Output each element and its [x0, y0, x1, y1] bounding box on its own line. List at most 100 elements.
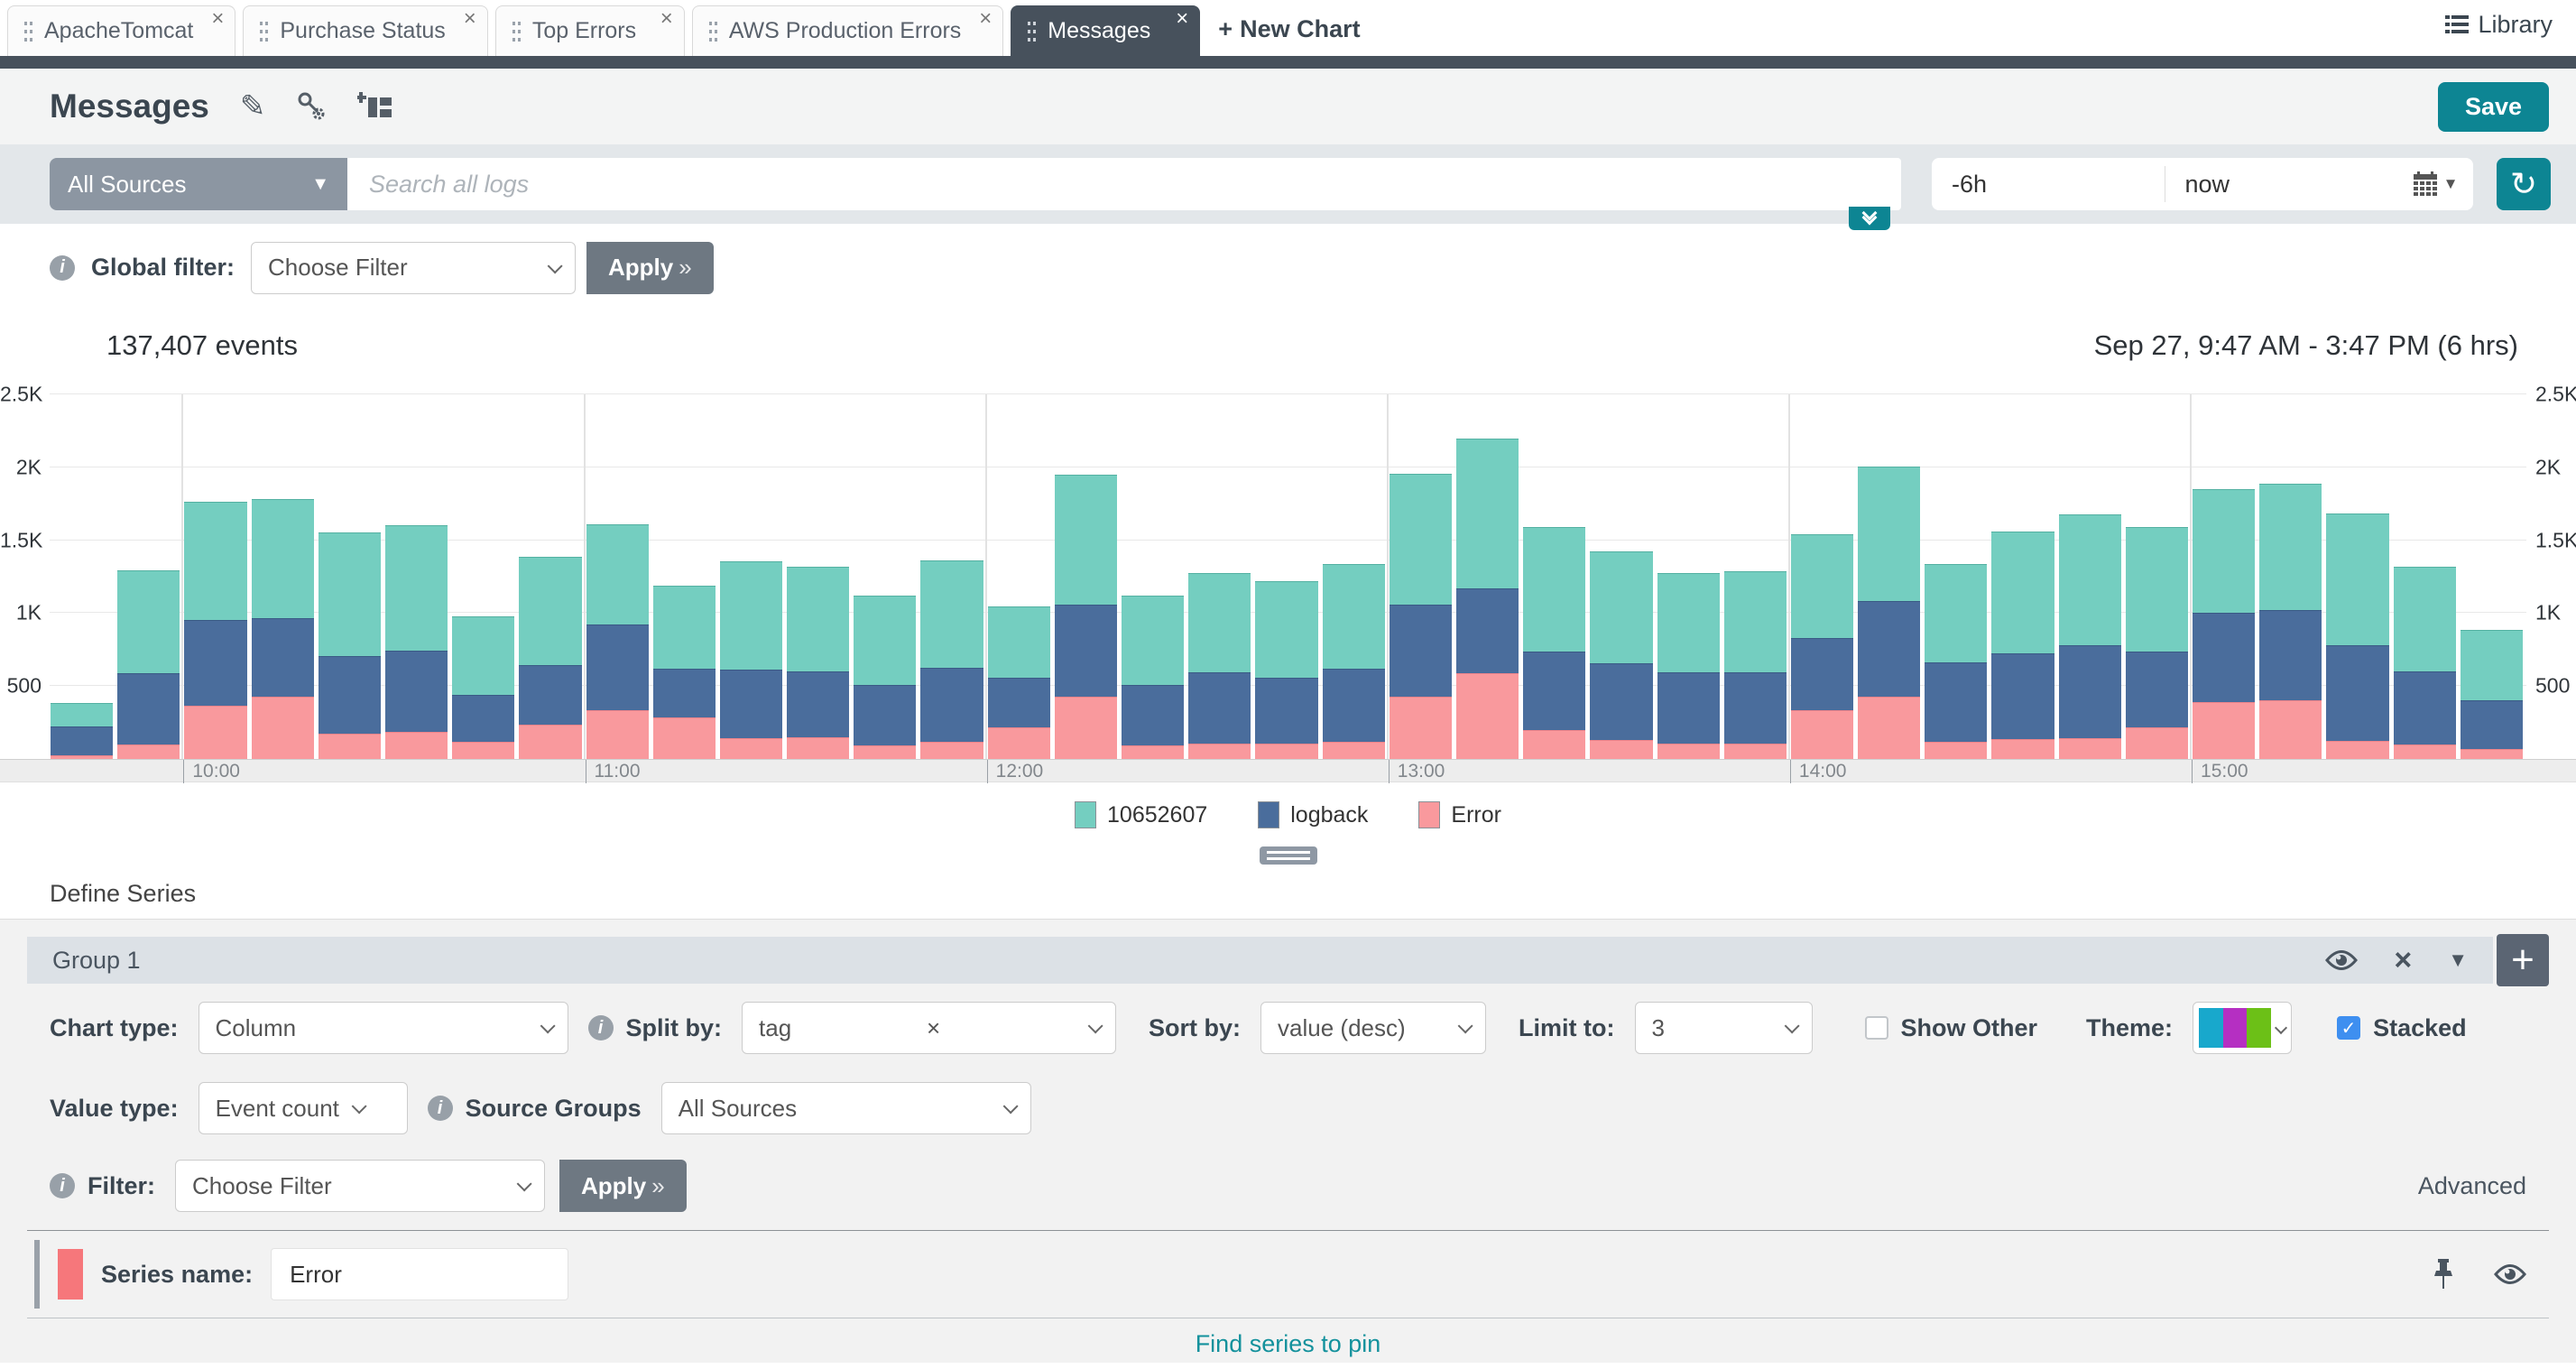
bar-3[interactable] [251, 499, 314, 759]
bar-32[interactable] [2193, 489, 2256, 759]
resize-grip-handle[interactable] [1259, 846, 1317, 865]
bar-segment-Error[interactable] [719, 738, 783, 759]
bar-segment-10652607[interactable] [2259, 484, 2322, 610]
bar-segment-logback[interactable] [1455, 588, 1519, 673]
bar-segment-Error[interactable] [1389, 697, 1452, 759]
bar-segment-Error[interactable] [2393, 745, 2456, 759]
bar-segment-10652607[interactable] [519, 557, 582, 665]
bar-segment-Error[interactable] [920, 742, 983, 759]
bar-segment-logback[interactable] [1255, 678, 1318, 744]
bar-0[interactable] [51, 703, 114, 759]
show-other-checkbox[interactable] [1864, 1016, 1888, 1040]
bar-16[interactable] [1122, 596, 1185, 759]
bar-segment-Error[interactable] [519, 725, 582, 759]
bar-segment-logback[interactable] [1657, 672, 1720, 744]
edit-title-pencil-icon[interactable]: ✎ [239, 89, 266, 124]
bar-segment-Error[interactable] [2058, 738, 2121, 759]
bar-segment-logback[interactable] [987, 678, 1050, 727]
bar-segment-10652607[interactable] [652, 586, 716, 669]
bar-segment-Error[interactable] [1858, 697, 1921, 759]
bar-20[interactable] [1389, 474, 1452, 759]
bar-segment-Error[interactable] [1255, 744, 1318, 759]
refresh-button[interactable]: ↻ [2497, 158, 2551, 210]
bar-segment-Error[interactable] [2460, 749, 2523, 759]
bar-5[interactable] [384, 525, 448, 759]
bar-segment-Error[interactable] [1523, 730, 1586, 759]
chart-type-select[interactable]: Column [198, 1002, 568, 1054]
bar-21[interactable] [1455, 439, 1519, 759]
bar-segment-Error[interactable] [184, 706, 247, 759]
bar-segment-Error[interactable] [652, 717, 716, 759]
clear-split-icon[interactable]: × [927, 1013, 941, 1041]
info-icon[interactable]: i [587, 1015, 614, 1041]
bar-segment-Error[interactable] [1322, 742, 1385, 759]
new-chart-button[interactable]: + New Chart [1218, 15, 1360, 43]
advanced-link[interactable]: Advanced [2417, 1171, 2526, 1199]
bar-segment-10652607[interactable] [1054, 475, 1118, 605]
bar-segment-10652607[interactable] [51, 703, 114, 726]
bar-segment-logback[interactable] [1858, 601, 1921, 697]
bar-30[interactable] [2058, 514, 2121, 759]
bar-segment-logback[interactable] [184, 620, 247, 706]
pin-series-icon[interactable] [2433, 1259, 2454, 1290]
bar-segment-10652607[interactable] [1322, 564, 1385, 669]
add-group-button[interactable]: + [2497, 934, 2549, 986]
time-to-input[interactable] [2165, 166, 2397, 202]
bar-segment-logback[interactable] [452, 695, 515, 742]
bar-segment-logback[interactable] [920, 668, 983, 742]
series-drag-handle[interactable] [34, 1240, 40, 1309]
bar-segment-Error[interactable] [117, 745, 180, 759]
bar-segment-10652607[interactable] [1790, 534, 1854, 638]
bar-segment-logback[interactable] [51, 726, 114, 755]
bar-segment-logback[interactable] [1122, 685, 1185, 745]
bar-1[interactable] [117, 570, 180, 759]
bar-segment-logback[interactable] [1188, 672, 1251, 744]
bar-segment-10652607[interactable] [2326, 513, 2389, 645]
bar-segment-10652607[interactable] [2460, 630, 2523, 700]
bar-28[interactable] [1925, 564, 1988, 759]
bar-segment-10652607[interactable] [2193, 489, 2256, 613]
bar-segment-10652607[interactable] [787, 567, 850, 671]
bar-17[interactable] [1188, 573, 1251, 759]
bar-27[interactable] [1858, 467, 1921, 759]
bar-segment-logback[interactable] [1723, 672, 1787, 744]
bar-segment-logback[interactable] [1322, 669, 1385, 742]
bar-8[interactable] [586, 524, 649, 759]
bar-segment-logback[interactable] [2058, 645, 2121, 738]
bar-segment-Error[interactable] [1054, 697, 1118, 759]
tab-close-icon[interactable]: × [211, 6, 225, 31]
bar-segment-Error[interactable] [1790, 710, 1854, 759]
tab-close-icon[interactable]: × [463, 6, 476, 31]
bar-segment-10652607[interactable] [1389, 474, 1452, 605]
bar-segment-logback[interactable] [318, 656, 381, 734]
save-button[interactable]: Save [2437, 81, 2549, 132]
bar-segment-10652607[interactable] [1858, 467, 1921, 601]
bar-33[interactable] [2259, 484, 2322, 759]
bar-segment-logback[interactable] [1054, 605, 1118, 697]
bar-segment-logback[interactable] [1389, 605, 1452, 697]
bar-segment-10652607[interactable] [251, 499, 314, 618]
bar-segment-10652607[interactable] [318, 532, 381, 656]
search-input[interactable] [347, 158, 1901, 210]
bar-segment-Error[interactable] [787, 737, 850, 759]
tab-close-icon[interactable]: × [1176, 6, 1189, 31]
series-filter-select[interactable]: Choose Filter [175, 1160, 546, 1212]
bar-segment-Error[interactable] [452, 742, 515, 759]
bar-segment-Error[interactable] [2125, 727, 2189, 759]
bar-segment-logback[interactable] [586, 624, 649, 710]
bar-segment-logback[interactable] [1590, 663, 1653, 740]
group-visibility-eye-icon[interactable] [2325, 948, 2359, 972]
bar-segment-Error[interactable] [1590, 740, 1653, 759]
bar-2[interactable] [184, 502, 247, 759]
bar-segment-Error[interactable] [2259, 700, 2322, 759]
bar-segment-10652607[interactable] [1925, 564, 1988, 662]
tab-messages[interactable]: Messages × [1011, 5, 1201, 56]
series-visibility-eye-icon[interactable] [2494, 1263, 2526, 1286]
tab-purchase-status[interactable]: Purchase Status × [243, 5, 488, 56]
bar-segment-logback[interactable] [251, 618, 314, 697]
bar-segment-logback[interactable] [2259, 610, 2322, 700]
time-from-input[interactable] [1932, 166, 2165, 202]
bar-segment-10652607[interactable] [987, 606, 1050, 678]
global-filter-select[interactable]: Choose Filter [251, 241, 577, 294]
limit-to-select[interactable]: 3 [1634, 1002, 1813, 1054]
